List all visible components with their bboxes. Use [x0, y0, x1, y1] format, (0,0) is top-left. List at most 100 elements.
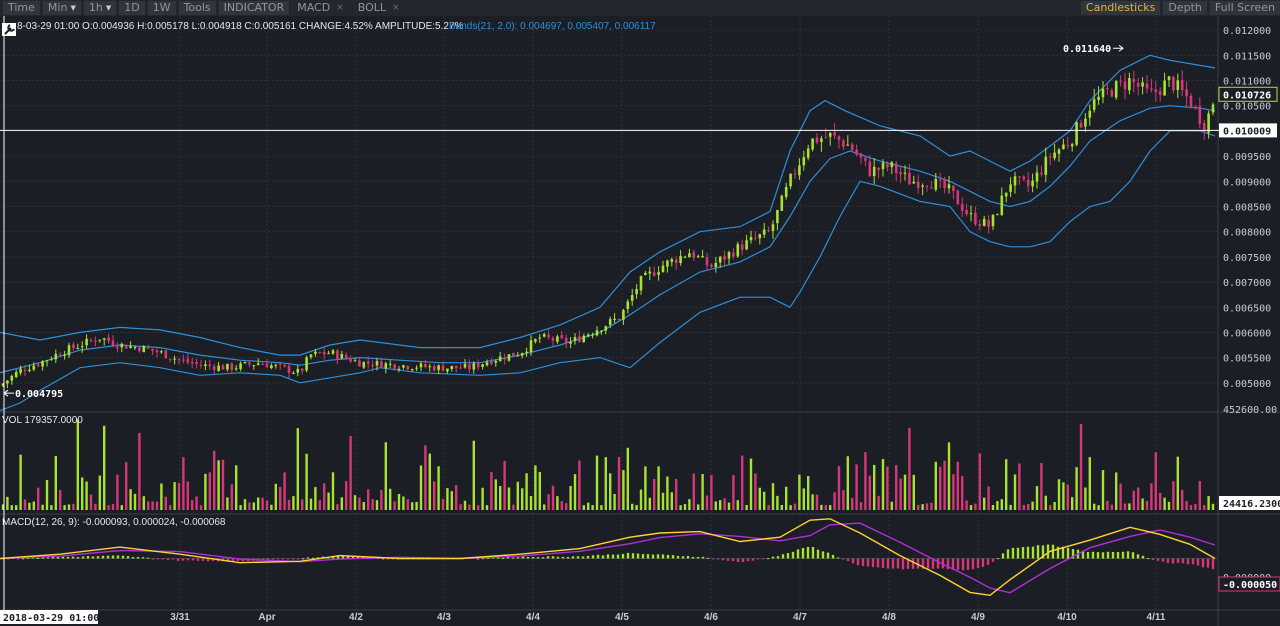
macd-histogram-bar — [801, 547, 805, 559]
volume-bar — [595, 455, 599, 510]
macd-histogram-bar — [301, 558, 305, 560]
volume-bar — [644, 466, 647, 510]
volume-bar — [213, 450, 216, 510]
volume-bar — [380, 489, 383, 510]
candle-body — [490, 361, 493, 364]
macd-dif-line — [0, 518, 1216, 597]
time-tick-label: 4/9 — [971, 612, 985, 623]
volume-bar — [965, 500, 968, 510]
candle-body — [1119, 80, 1122, 82]
macd-histogram-bar — [711, 558, 715, 560]
candle-body — [160, 351, 163, 353]
chart-canvas[interactable]: 0.0120000.0115000.0110000.0105000.010000… — [0, 16, 1280, 626]
toolbar-button-min[interactable]: Min ▼ — [42, 1, 81, 15]
close-icon[interactable]: × — [392, 3, 400, 13]
candle-body — [881, 162, 885, 170]
view-button-candlesticks[interactable]: Candlesticks — [1080, 1, 1161, 15]
volume-bar — [459, 504, 462, 510]
macd-histogram-bar — [1071, 549, 1075, 559]
candle-body — [50, 359, 53, 361]
volume-bar — [1062, 482, 1065, 510]
candle-body — [186, 358, 190, 363]
toolbar-button-1w[interactable]: 1W — [147, 1, 176, 15]
macd-histogram-bar — [681, 556, 685, 559]
macd-indicator — [0, 518, 1217, 597]
macd-histogram-bar — [561, 556, 565, 559]
time-tick-label: 4/11 — [1147, 612, 1166, 623]
macd-histogram-bar — [871, 558, 875, 568]
macd-histogram-bar — [1086, 551, 1090, 559]
macd-histogram-bar — [111, 555, 115, 559]
volume-bar — [433, 481, 436, 510]
volume-bar — [851, 497, 854, 510]
volume-bar — [494, 479, 497, 510]
volume-bar — [362, 502, 365, 510]
candle-body — [177, 358, 181, 360]
volume-bar — [503, 460, 506, 510]
view-button-full-screen[interactable]: Full Screen — [1209, 1, 1280, 15]
volume-bar — [521, 488, 524, 510]
volume-bar — [252, 502, 255, 510]
volume-bar — [736, 500, 739, 510]
volume-bar — [389, 488, 392, 510]
low-price-marker: 0.004795 — [15, 389, 63, 400]
candle-body — [1194, 106, 1197, 108]
macd-histogram-bar — [951, 558, 955, 570]
macd-histogram-bar — [481, 558, 485, 560]
volume-bar — [626, 447, 629, 510]
candle-body — [252, 365, 256, 367]
volume-bar — [397, 493, 401, 510]
macd-histogram-bar — [116, 555, 120, 559]
toolbar-button-tools[interactable]: Tools — [178, 1, 216, 15]
candle-body — [622, 310, 625, 320]
time-tick-label: Apr — [258, 612, 275, 623]
indicator-tab-boll[interactable]: BOLL × — [358, 1, 400, 15]
macd-histogram-bar — [166, 558, 170, 560]
candle-body — [974, 212, 977, 225]
candle-body — [833, 132, 836, 136]
volume-bar — [406, 499, 409, 510]
toolbar-button-time[interactable]: Time — [3, 1, 40, 15]
candle-body — [1057, 149, 1061, 154]
candle-body — [564, 337, 568, 344]
volume-bar — [481, 487, 484, 510]
volume-bar — [1115, 472, 1118, 510]
candle-body — [340, 353, 344, 359]
toolbar-button-1d[interactable]: 1D — [119, 1, 145, 15]
macd-histogram-bar — [921, 558, 925, 569]
macd-histogram-bar — [306, 557, 310, 559]
volume-bar — [648, 497, 651, 510]
candle-body — [1062, 144, 1065, 149]
candle-body — [221, 365, 225, 370]
volume-bar — [1022, 504, 1025, 510]
volume-bar — [868, 475, 871, 510]
volume-bar — [323, 483, 326, 510]
volume-bar — [485, 505, 489, 510]
candle-body — [670, 259, 674, 262]
candle-body — [960, 203, 964, 211]
view-button-depth[interactable]: Depth — [1163, 1, 1207, 15]
macd-histogram-bar — [966, 558, 970, 570]
macd-histogram-bar — [581, 556, 585, 559]
volume-bar — [182, 457, 185, 510]
macd-histogram-bar — [316, 557, 320, 559]
wrench-icon — [2, 23, 16, 36]
candle-body — [76, 347, 80, 349]
toolbar-button-indicator[interactable]: INDICATOR — [218, 1, 290, 15]
volume-bar — [265, 500, 269, 510]
volume-bar — [292, 496, 295, 510]
macd-histogram-bar — [41, 557, 45, 559]
time-tick-label: 4/6 — [704, 612, 718, 623]
volume-bar — [235, 465, 238, 510]
indicator-tab-macd[interactable]: MACD × — [297, 1, 344, 15]
candle-body — [815, 137, 819, 143]
macd-histogram-bar — [21, 558, 25, 560]
toolbar-button-1h[interactable]: 1h ▼ — [83, 1, 117, 15]
volume-bar — [820, 504, 823, 510]
volume-bar — [1031, 501, 1034, 510]
candle-body — [503, 357, 506, 360]
macd-histogram-bar — [656, 554, 660, 559]
volume-bar — [1181, 489, 1184, 510]
volume-bar — [19, 454, 22, 510]
close-icon[interactable]: × — [336, 3, 344, 13]
